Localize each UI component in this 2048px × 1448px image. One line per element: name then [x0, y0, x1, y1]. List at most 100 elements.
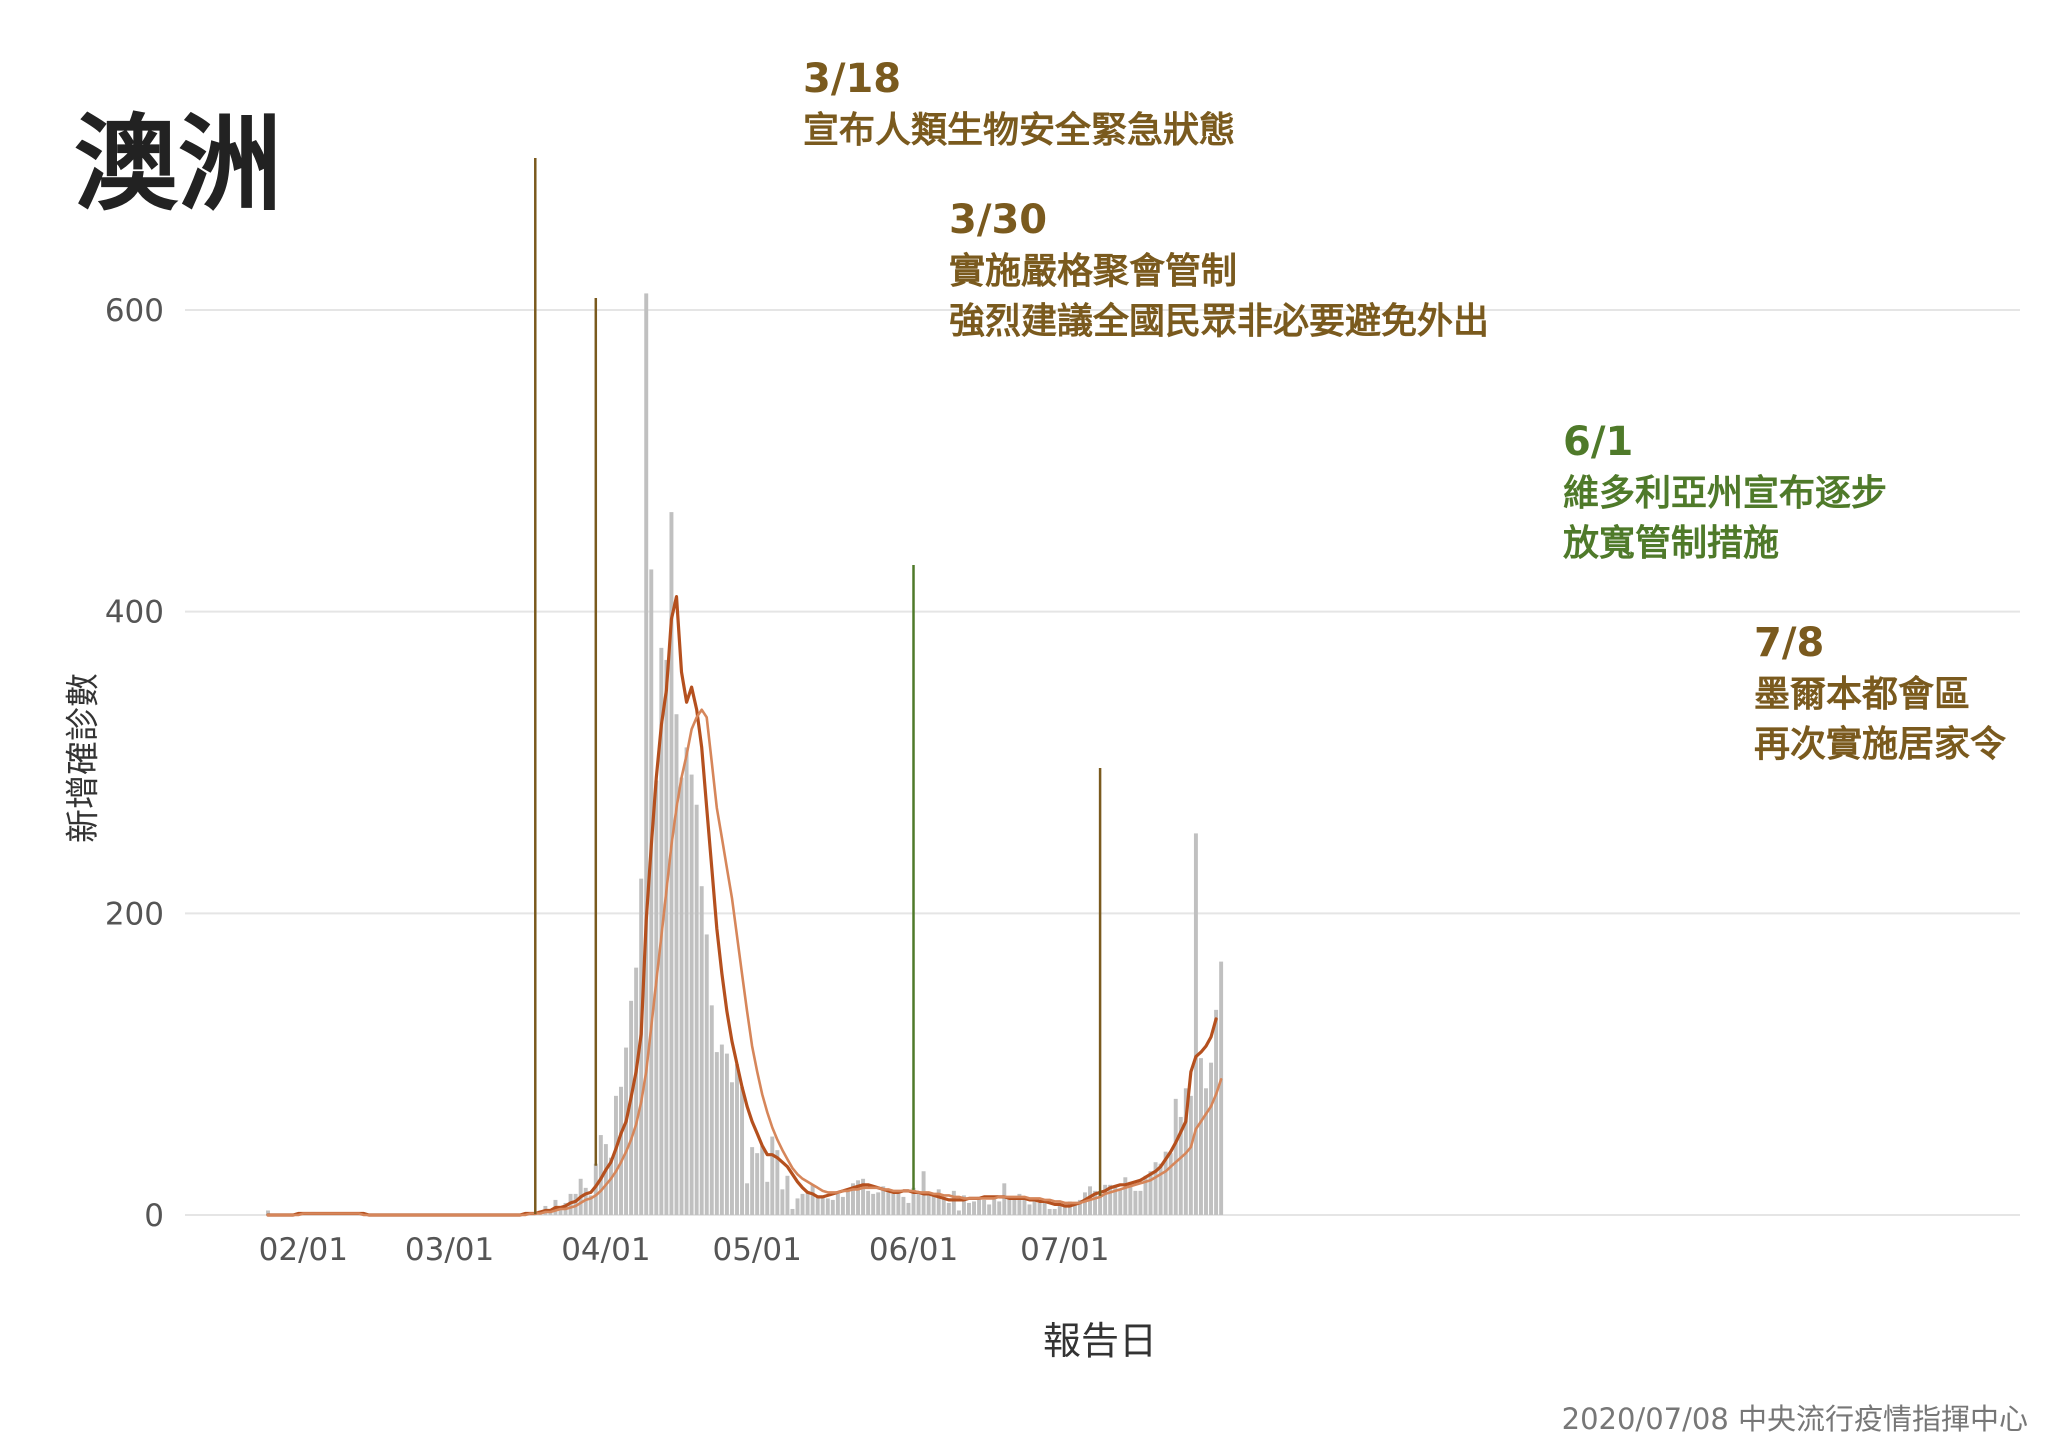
case-bar [911, 1187, 916, 1215]
case-bar [1057, 1205, 1062, 1215]
case-bar [1027, 1204, 1032, 1215]
x-tick-label: 03/01 [405, 1232, 494, 1268]
case-bar [891, 1193, 896, 1215]
case-bar [679, 777, 684, 1215]
case-bar [760, 1145, 765, 1215]
case-bar [704, 934, 709, 1215]
case-bar [1188, 1095, 1193, 1215]
case-bar [1047, 1208, 1052, 1215]
case-bar [916, 1193, 921, 1215]
case-bar [861, 1178, 866, 1215]
case-bar [1042, 1201, 1047, 1215]
case-bar [770, 1136, 775, 1215]
case-bar [1037, 1202, 1042, 1215]
case-bar [1178, 1116, 1183, 1215]
annotation-text: 維多利亞州宣布逐步 [1563, 473, 1887, 514]
case-bar [603, 1144, 608, 1215]
case-bar [800, 1193, 805, 1215]
case-bar [1158, 1163, 1163, 1215]
case-bar [851, 1183, 855, 1215]
case-bar [613, 1095, 618, 1215]
case-bar [896, 1192, 901, 1215]
annotation-text: 放寬管制措施 [1563, 523, 1779, 564]
case-bar [886, 1190, 891, 1215]
case-bar [735, 1064, 739, 1215]
case-bar [719, 1044, 724, 1215]
case-bar [664, 659, 669, 1215]
case-bar [936, 1189, 941, 1215]
case-bar [871, 1193, 876, 1215]
source-credit: 2020/07/08 中央流行疫情指揮中心 [1561, 1402, 2028, 1436]
case-bar [810, 1184, 815, 1215]
case-bar [775, 1150, 780, 1215]
case-bar [946, 1202, 951, 1215]
case-bar [956, 1210, 961, 1215]
case-bar [972, 1201, 976, 1215]
case-bar [1012, 1198, 1017, 1215]
moving-average-line [266, 708, 1223, 1217]
case-bar [1163, 1151, 1168, 1215]
case-bar [1007, 1196, 1012, 1215]
x-axis-label: 報告日 [1042, 1319, 1158, 1363]
case-bar [1219, 961, 1224, 1215]
case-bar [1103, 1184, 1108, 1215]
case-bar [1067, 1201, 1072, 1215]
case-bar [709, 1005, 714, 1215]
case-bar [931, 1195, 936, 1215]
case-bar [634, 967, 639, 1215]
case-bar [997, 1201, 1002, 1215]
case-bar [830, 1199, 835, 1215]
x-tick-label: 04/01 [561, 1232, 650, 1268]
annotation-text: 實施嚴格聚會管制 [949, 250, 1237, 292]
case-bar [1113, 1186, 1118, 1215]
case-bar [1198, 1058, 1203, 1215]
case-bar [977, 1196, 982, 1215]
case-bar [694, 804, 699, 1215]
case-bar [558, 1205, 563, 1215]
case-bar [1133, 1190, 1138, 1215]
case-bar [1148, 1171, 1153, 1215]
case-bar [669, 512, 674, 1215]
y-tick-label: 200 [105, 896, 164, 932]
case-bar [1214, 1009, 1219, 1215]
y-tick-label: 400 [105, 595, 164, 631]
case-bar [689, 774, 694, 1215]
case-bar [714, 1052, 719, 1215]
case-bar [1032, 1198, 1037, 1215]
case-bar [967, 1202, 971, 1215]
annotation-text: 墨爾本都會區 [1754, 674, 1970, 715]
case-bar [1209, 1062, 1214, 1215]
annotation-date: 7/8 [1754, 620, 1824, 666]
case-bar [608, 1157, 613, 1215]
chart-title: 澳洲 [74, 103, 283, 225]
case-bar [588, 1195, 593, 1215]
case-bar [649, 569, 654, 1215]
case-bar [1138, 1190, 1143, 1215]
annotation-date: 3/18 [803, 56, 901, 102]
case-bar [926, 1193, 931, 1215]
case-bar [724, 1053, 729, 1215]
case-bar [619, 1086, 623, 1215]
case-bar [765, 1181, 770, 1215]
case-bar [1002, 1183, 1007, 1215]
case-bar [840, 1196, 845, 1215]
case-bar [699, 886, 704, 1215]
annotation-text: 宣布人類生物安全緊急狀態 [803, 109, 1235, 151]
x-tick-label: 07/01 [1020, 1232, 1109, 1268]
case-bar [1108, 1184, 1113, 1215]
case-bar [951, 1190, 956, 1215]
x-tick-label: 02/01 [259, 1232, 348, 1268]
case-bar [1082, 1192, 1087, 1215]
annotation-date: 6/1 [1563, 419, 1633, 465]
case-bar [1098, 1193, 1103, 1215]
case-bar [866, 1190, 871, 1215]
case-bar [266, 1210, 270, 1215]
case-bar [1052, 1208, 1057, 1215]
case-bar [674, 714, 679, 1215]
case-bar [881, 1186, 886, 1215]
case-bar [583, 1187, 588, 1215]
case-bar [750, 1147, 755, 1215]
y-tick-label: 600 [105, 293, 164, 329]
case-bar [845, 1189, 850, 1215]
